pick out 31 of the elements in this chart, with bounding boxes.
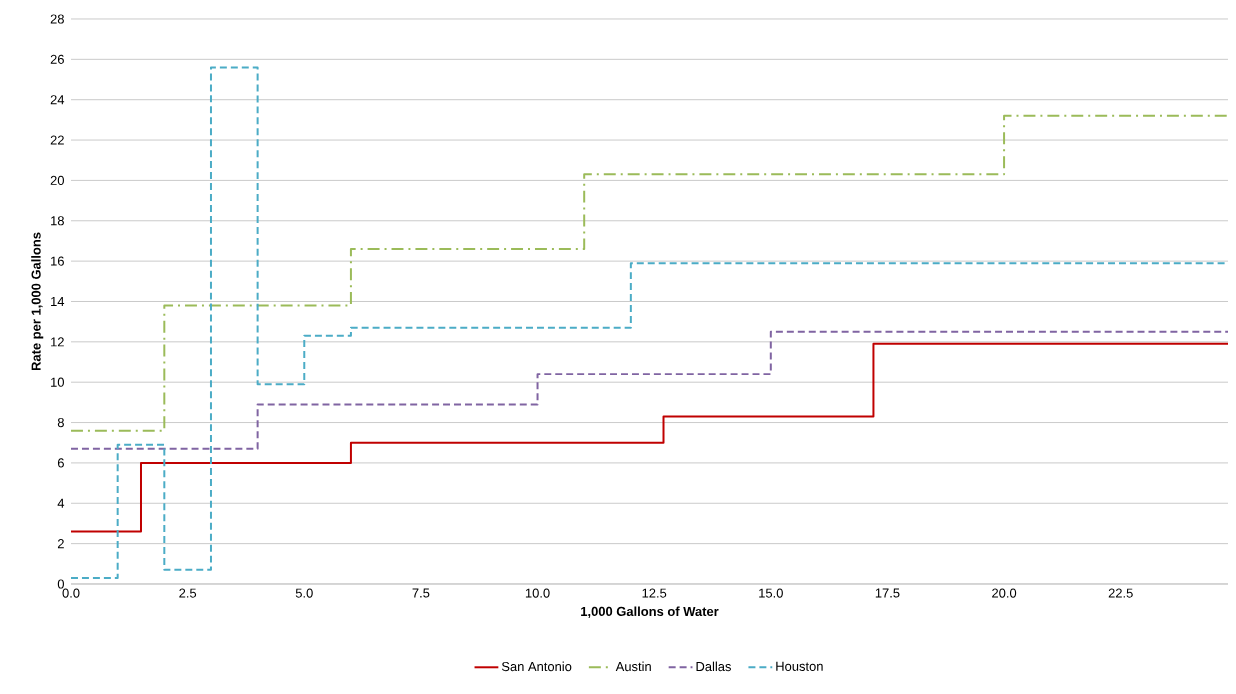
x-tick-label: 20.0: [992, 588, 1017, 598]
x-tick-label: 2.5: [179, 588, 197, 598]
y-tick-label: 6: [57, 458, 64, 468]
legend-label: Houston: [776, 661, 823, 671]
y-tick-label: 24: [50, 95, 65, 105]
y-tick-label: 0: [57, 579, 64, 589]
x-tick-label: 5.0: [295, 588, 313, 598]
y-tick-label: 26: [50, 54, 64, 64]
y-tick-label: 4: [57, 498, 65, 508]
y-tick-label: 22: [50, 135, 64, 145]
x-tick-label: 0.0: [62, 588, 80, 598]
legend-label: Austin: [615, 661, 651, 672]
y-tick-label: 18: [51, 216, 64, 226]
x-tick-label: 17.5: [875, 588, 900, 598]
y-tick-label: 12: [51, 337, 64, 347]
y-tick-label: 16: [51, 256, 64, 266]
legend-label: San Antonio: [501, 661, 572, 672]
y-tick-label: 20: [50, 175, 64, 185]
y-tick-label: 8: [57, 417, 64, 428]
x-axis-title: 1,000 Gallons of Water: [581, 606, 719, 618]
y-tick-label: 28: [50, 14, 64, 24]
y-tick-label: 14: [51, 297, 65, 306]
y-tick-label: 2: [57, 539, 64, 549]
x-tick-label: 22.5: [1108, 588, 1133, 598]
y-tick-label: 10: [51, 377, 64, 387]
x-tick-label: 10.0: [525, 588, 550, 598]
x-tick-label: 15.0: [759, 588, 783, 598]
y-axis-title: Rate per 1,000 Gallons: [31, 232, 44, 371]
x-tick-label: 7.5: [412, 588, 430, 598]
x-tick-label: 12.5: [642, 588, 667, 598]
legend-label: Dallas: [696, 661, 731, 672]
